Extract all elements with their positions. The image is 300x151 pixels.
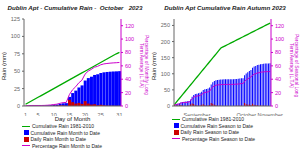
svg-text:60: 60: [275, 63, 281, 69]
svg-text:20: 20: [82, 112, 88, 116]
svg-text:0: 0: [275, 103, 278, 109]
html-text:Day of Month: Day of Month: [54, 116, 91, 122]
html-text:Cumulative Rain Season to Date: Cumulative Rain Season to Date: [180, 122, 253, 129]
svg-text:0: 0: [167, 103, 170, 109]
html-text:Percentage Rain Season to Date: Percentage Rain Season to Date: [182, 135, 256, 142]
svg-text:September: September: [184, 112, 211, 116]
svg-text:25: 25: [98, 112, 104, 116]
html-text:Percentage of Monthly Long Ter: Percentage of Monthly Long Term Average …: [138, 35, 149, 96]
html-text:Daily Rain Month to Date: Daily Rain Month to Date: [30, 136, 87, 142]
html-text:Rain (mm): Rain (mm): [151, 51, 157, 80]
svg-text:100: 100: [161, 71, 170, 77]
svg-text:100: 100: [125, 36, 134, 42]
svg-text:15: 15: [66, 112, 72, 116]
html-text:Cumulative Rain Month to Date: Cumulative Rain Month to Date: [30, 129, 100, 136]
html-text:Daily Rain Season to Date: Daily Rain Season to Date: [180, 129, 240, 135]
svg-text:125: 125: [11, 16, 20, 22]
svg-text:40: 40: [125, 76, 131, 82]
svg-text:250: 250: [161, 22, 170, 28]
svg-text:60: 60: [125, 63, 131, 69]
svg-text:80: 80: [275, 49, 281, 55]
svg-text:40: 40: [275, 76, 281, 82]
svg-text:80: 80: [125, 49, 131, 55]
html-text:Percentage Rain Month to Date: Percentage Rain Month to Date: [32, 142, 102, 149]
svg-text:150: 150: [161, 55, 170, 61]
svg-text:31: 31: [116, 112, 122, 116]
html-text:Percentage of Seasonal Long Te: Percentage of Seasonal Long Term Average…: [288, 33, 299, 98]
html-text:Dublin Apt Cumulative Rain Aut: Dublin Apt Cumulative Rain Autumn 2023: [164, 4, 286, 11]
svg-text:October: October: [237, 112, 257, 116]
svg-text:200: 200: [161, 39, 170, 45]
svg-text:50: 50: [164, 87, 170, 93]
svg-text:0: 0: [17, 103, 20, 109]
svg-text:20: 20: [125, 90, 131, 96]
svg-text:10: 10: [51, 112, 57, 116]
html-text:Dublin Apt - Cumulative Rain -: Dublin Apt - Cumulative Rain - October 2…: [7, 4, 143, 11]
html-text:Rain (mm): Rain (mm): [1, 51, 7, 80]
svg-text:November: November: [258, 112, 284, 116]
svg-text:120: 120: [275, 23, 284, 29]
svg-text:5: 5: [37, 112, 40, 116]
svg-text:1: 1: [24, 112, 27, 116]
svg-text:75: 75: [14, 51, 20, 57]
svg-text:20: 20: [275, 90, 281, 96]
svg-text:50: 50: [14, 68, 20, 74]
html-text:Cumulative Rain 1981-2010: Cumulative Rain 1981-2010: [32, 123, 94, 129]
svg-text:100: 100: [275, 36, 284, 42]
svg-text:0: 0: [125, 103, 128, 109]
html-text:Cumulative Rain 1981-2010: Cumulative Rain 1981-2010: [182, 116, 244, 122]
svg-text:120: 120: [125, 23, 134, 29]
svg-text:100: 100: [11, 33, 20, 39]
svg-text:25: 25: [14, 86, 20, 92]
